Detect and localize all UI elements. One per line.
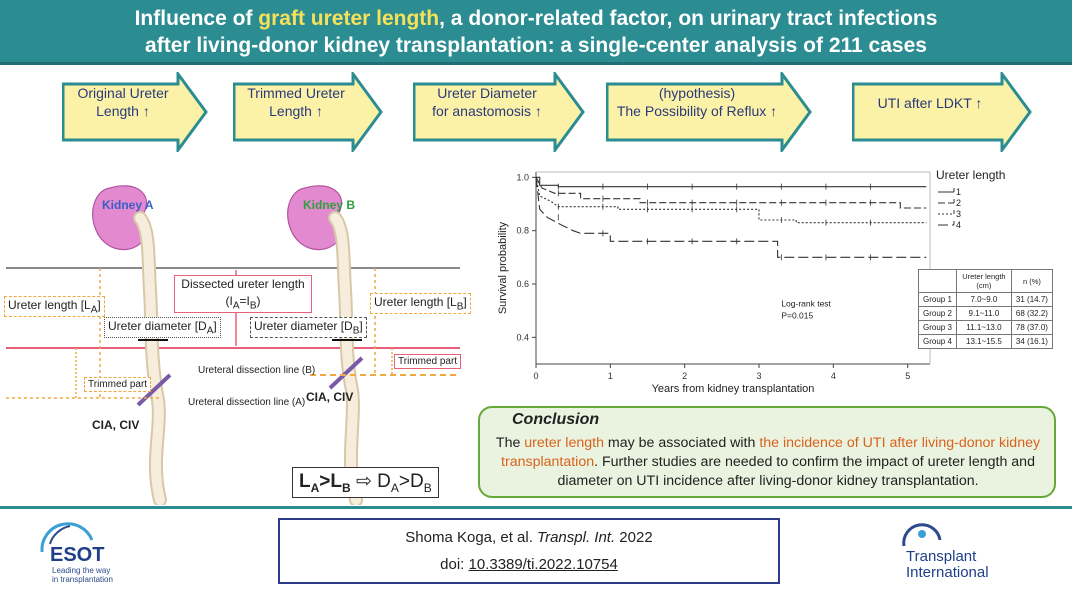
dissection-line-a-label: Ureteral dissection line (A) xyxy=(188,397,306,408)
x-axis-label: Years from kidney transplantation xyxy=(652,383,815,395)
y-tick-label: 0.4 xyxy=(516,332,529,342)
doi-link[interactable]: 10.3389/ti.2022.10754 xyxy=(468,556,618,573)
table-cell: 68 (32.2) xyxy=(1010,306,1053,321)
trimmed-part-b-label: Trimmed part xyxy=(394,354,462,369)
y-axis-label: Survival probability xyxy=(497,221,509,314)
kidney-a-label: Kidney A xyxy=(102,198,154,212)
title-line-1: Influence of graft ureter length, a dono… xyxy=(134,7,938,30)
title-line-2: after living-donor kidney transplantatio… xyxy=(145,34,927,57)
vessel-a-label: CIA, CIV xyxy=(92,418,140,432)
table-cell: 7.0~9.0 xyxy=(955,292,1012,307)
table-header: Ureter length (cm) xyxy=(955,269,1012,293)
title-highlight: graft ureter length xyxy=(258,7,440,30)
trimmed-part-a-label: Trimmed part xyxy=(84,377,152,392)
ureter-diameter-a-label: Ureter diameter [DA] xyxy=(104,317,221,339)
flow-arrow-label-4: (hypothesis) The Possibility of Reflux ↑ xyxy=(616,85,778,119)
flow-arrow-3: Ureter Diameter for anastomosis ↑ xyxy=(412,69,585,155)
km-chart: 0 1 2 3 4 5 0.4 0.6 0.8 1.0 Years from kidney tran… xyxy=(480,160,940,395)
x-tick-label: 4 xyxy=(831,371,836,381)
conclusion-box: Conclusion The ureter length may be asso… xyxy=(478,406,1056,498)
flow-arrow-2: Trimmed Ureter Length ↑ xyxy=(232,69,383,155)
footer-divider xyxy=(0,506,1072,509)
table-cell: Group 2 xyxy=(918,306,957,321)
table-cell: 78 (37.0) xyxy=(1010,320,1053,335)
ti-logo-mark xyxy=(902,523,942,547)
y-tick-label: 1.0 xyxy=(516,172,529,182)
table-row: Group 3 11.1~13.0 78 (37.0) xyxy=(918,320,1053,335)
citation-authors: Shoma Koga, et al. Transpl. Int. 2022 xyxy=(405,529,653,546)
table-cell: 13.1~15.5 xyxy=(955,334,1012,349)
km-curve-group-4 xyxy=(535,177,927,258)
conclusion-title: Conclusion xyxy=(512,411,600,428)
legend-label-4: 4 xyxy=(956,220,961,230)
km-curve-group-2 xyxy=(535,177,927,209)
vessel-b-label: CIA, CIV xyxy=(306,390,354,404)
table-row: Group 2 9.1~11.0 68 (32.2) xyxy=(918,306,1053,321)
kidney-b-label: Kidney B xyxy=(303,198,356,212)
p-value-label: P=0.015 xyxy=(781,311,813,321)
transplant-international-logo: Transplant International xyxy=(880,518,1050,586)
esot-tagline-1: Leading the way xyxy=(52,566,111,575)
table-cell: Group 3 xyxy=(918,320,957,335)
esot-name: ESOT xyxy=(50,544,105,566)
title-banner: Influence of graft ureter length, a dono… xyxy=(0,0,1072,65)
y-tick-label: 0.8 xyxy=(516,226,529,236)
vessel-b xyxy=(328,356,364,390)
table-cell: Group 1 xyxy=(918,292,957,307)
conclusion-body: The ureter length may be associated with… xyxy=(495,435,1041,489)
citation-box: Shoma Koga, et al. Transpl. Int. 2022 do… xyxy=(278,518,780,584)
ureter-diagram: Kidney A Kidney B Dissected ureter lengt… xyxy=(0,160,471,507)
table-cell: Group 4 xyxy=(918,334,957,349)
ureter-diagram-svg xyxy=(6,185,460,507)
table-header xyxy=(918,269,957,293)
legend-label-1: 1 xyxy=(956,187,961,197)
table-cell: 11.1~13.0 xyxy=(955,320,1012,335)
legend-label-2: 2 xyxy=(956,198,961,208)
y-tick-label: 0.6 xyxy=(516,279,529,289)
ureter-length-b-label: Ureter length [LB] xyxy=(370,293,471,315)
flow-arrow-label-5: UTI after LDKT ↑ xyxy=(877,95,983,111)
flow-arrow-4: (hypothesis) The Possibility of Reflux ↑ xyxy=(605,69,812,155)
esot-logo: ESOT Leading the way in transplantation xyxy=(30,518,170,586)
km-curve-group-1 xyxy=(536,176,927,188)
flow-arrow-label-1: Original Ureter Length ↑ xyxy=(77,85,169,119)
x-tick-label: 3 xyxy=(757,371,762,381)
flow-arrow-1: Original Ureter Length ↑ xyxy=(61,69,208,155)
km-curve-group-3 xyxy=(535,177,927,224)
km-chart-svg: 0 1 2 3 4 5 0.4 0.6 0.8 1.0 Years from kidney tran… xyxy=(497,171,931,395)
flow-arrow-label-3: Ureter Diameter for anastomosis ↑ xyxy=(432,85,542,119)
x-tick-label: 5 xyxy=(905,371,910,381)
group-table: Ureter length (cm) n (%) Group 1 7.0~9.0 31 … xyxy=(918,269,1053,349)
vessel-a xyxy=(136,373,172,407)
legend-title: Ureter length xyxy=(936,168,1006,182)
table-cell: 31 (14.7) xyxy=(1010,292,1053,307)
citation-doi: doi: 10.3389/ti.2022.10754 xyxy=(440,556,618,573)
x-tick-label: 2 xyxy=(682,371,687,381)
table-row: Group 4 13.1~15.5 34 (16.1) xyxy=(918,334,1053,349)
ureter-diameter-b-label: Ureter diameter [DB] xyxy=(250,317,367,339)
ti-name-2: International xyxy=(906,564,989,581)
log-rank-label: Log-rank test xyxy=(781,299,831,309)
dissection-line-b-label: Ureteral dissection line (B) xyxy=(198,365,316,376)
flow-arrow-label-2: Trimmed Ureter Length ↑ xyxy=(247,85,345,119)
ureter-length-a-label: Ureter length [LA] xyxy=(4,296,105,318)
flow-arrow-5: UTI after LDKT ↑ xyxy=(851,69,1032,155)
formula: LA>LB ⇨ DA>DB xyxy=(292,467,439,498)
x-tick-label: 1 xyxy=(608,371,613,381)
table-row: Group 1 7.0~9.0 31 (14.7) xyxy=(918,292,1053,307)
table-header: n (%) xyxy=(1010,269,1053,293)
table-cell: 34 (16.1) xyxy=(1010,334,1053,349)
dissected-length-label: Dissected ureter length (IA=IB) xyxy=(174,275,312,313)
esot-logo-mark xyxy=(40,522,94,553)
legend-label-3: 3 xyxy=(956,209,961,219)
hypothesis-flow: Original Ureter Length ↑ Trimmed Ureter Len… xyxy=(0,69,1072,155)
ti-name-1: Transplant xyxy=(906,548,977,565)
table-cell: 9.1~11.0 xyxy=(955,306,1012,321)
esot-tagline-2: in transplantation xyxy=(52,575,113,584)
x-tick-label: 0 xyxy=(533,371,538,381)
